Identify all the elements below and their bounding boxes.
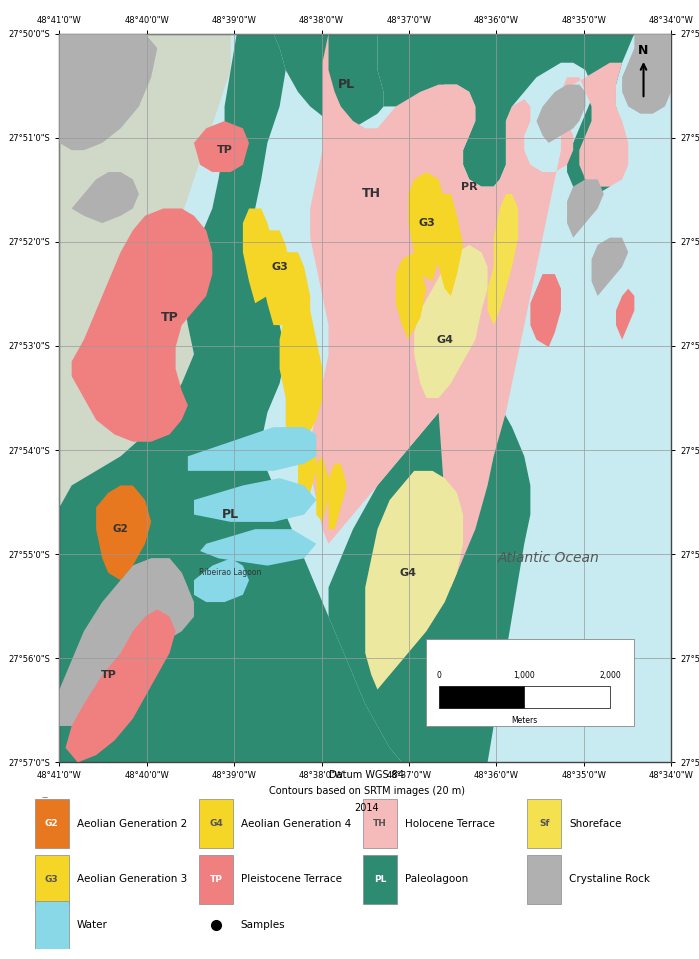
Text: G3: G3 [271,262,288,271]
Text: Sf: Sf [539,819,549,829]
Bar [527,800,561,849]
Text: TP: TP [101,670,116,680]
Text: Ribeirao Lagoon: Ribeirao Lagoon [199,569,262,577]
Polygon shape [433,194,463,296]
Text: N: N [638,44,649,57]
Text: TP: TP [210,875,222,884]
Polygon shape [329,463,347,529]
Bar [199,800,233,849]
Bar [363,800,397,849]
Text: TP: TP [217,145,233,155]
Polygon shape [298,434,316,507]
Bar [439,686,524,708]
Bar [199,854,233,903]
Text: PR: PR [461,181,477,192]
Text: TH: TH [362,187,381,200]
Text: G2: G2 [45,819,59,829]
Text: Shoreface: Shoreface [570,819,621,829]
Text: Pleistocene Terrace: Pleistocene Terrace [241,875,342,884]
Text: PL: PL [222,508,239,521]
Polygon shape [567,179,604,238]
Polygon shape [310,34,628,588]
Polygon shape [59,34,402,762]
Polygon shape [261,230,292,325]
Polygon shape [408,172,445,281]
Polygon shape [59,558,188,726]
Bar [34,800,69,849]
Polygon shape [194,558,249,602]
Text: Meters: Meters [511,716,538,726]
Polygon shape [329,289,531,762]
Text: G4: G4 [436,335,453,344]
Text: 1,000: 1,000 [513,671,535,680]
Text: Crystaline Rock: Crystaline Rock [570,875,650,884]
Polygon shape [531,274,561,347]
Polygon shape [537,84,585,143]
Text: Aeolian Generation 3: Aeolian Generation 3 [77,875,187,884]
Polygon shape [488,194,518,325]
Text: Aeolian Generation 4: Aeolian Generation 4 [241,819,351,829]
Polygon shape [66,609,175,762]
Text: G3: G3 [418,218,435,228]
Text: PL: PL [374,875,387,884]
Polygon shape [414,245,488,398]
Bar [34,901,69,949]
Polygon shape [194,479,316,522]
Text: G2: G2 [113,525,129,534]
Polygon shape [273,34,384,129]
Bar [34,854,69,903]
Polygon shape [59,34,157,151]
Polygon shape [72,208,212,442]
Polygon shape [396,252,426,339]
Bar [527,854,561,903]
Polygon shape [616,289,635,339]
Polygon shape [243,208,273,303]
Text: 0: 0 [436,671,441,680]
Polygon shape [96,485,151,580]
Text: PL: PL [338,78,355,91]
Bar [524,686,610,708]
Polygon shape [121,558,194,639]
Polygon shape [280,267,322,456]
Text: Aeolian Generation 2: Aeolian Generation 2 [77,819,187,829]
Text: G4: G4 [400,568,417,578]
Polygon shape [188,427,316,471]
Text: Atlantic Ocean: Atlantic Ocean [498,551,600,565]
Bar [363,854,397,903]
Text: –: – [41,791,48,805]
Polygon shape [591,238,628,296]
Polygon shape [72,172,139,223]
Text: G4: G4 [209,819,223,829]
Polygon shape [316,456,329,522]
Text: Samples: Samples [241,920,285,930]
Polygon shape [200,529,316,566]
Polygon shape [377,34,635,194]
Text: Datum WGS 84
Contours based on SRTM images (20 m)
2014: Datum WGS 84 Contours based on SRTM imag… [269,770,465,813]
Text: Water: Water [77,920,108,930]
Polygon shape [280,252,310,354]
Polygon shape [194,121,249,172]
Polygon shape [622,34,671,114]
Text: TP: TP [161,312,178,324]
Text: Paleolagoon: Paleolagoon [405,875,468,884]
Text: TH: TH [373,819,387,829]
Bar [426,639,635,726]
Polygon shape [366,471,463,690]
Text: Holocene Terrace: Holocene Terrace [405,819,495,829]
Text: 2,000: 2,000 [599,671,621,680]
Text: G3: G3 [45,875,59,884]
Polygon shape [59,34,231,762]
